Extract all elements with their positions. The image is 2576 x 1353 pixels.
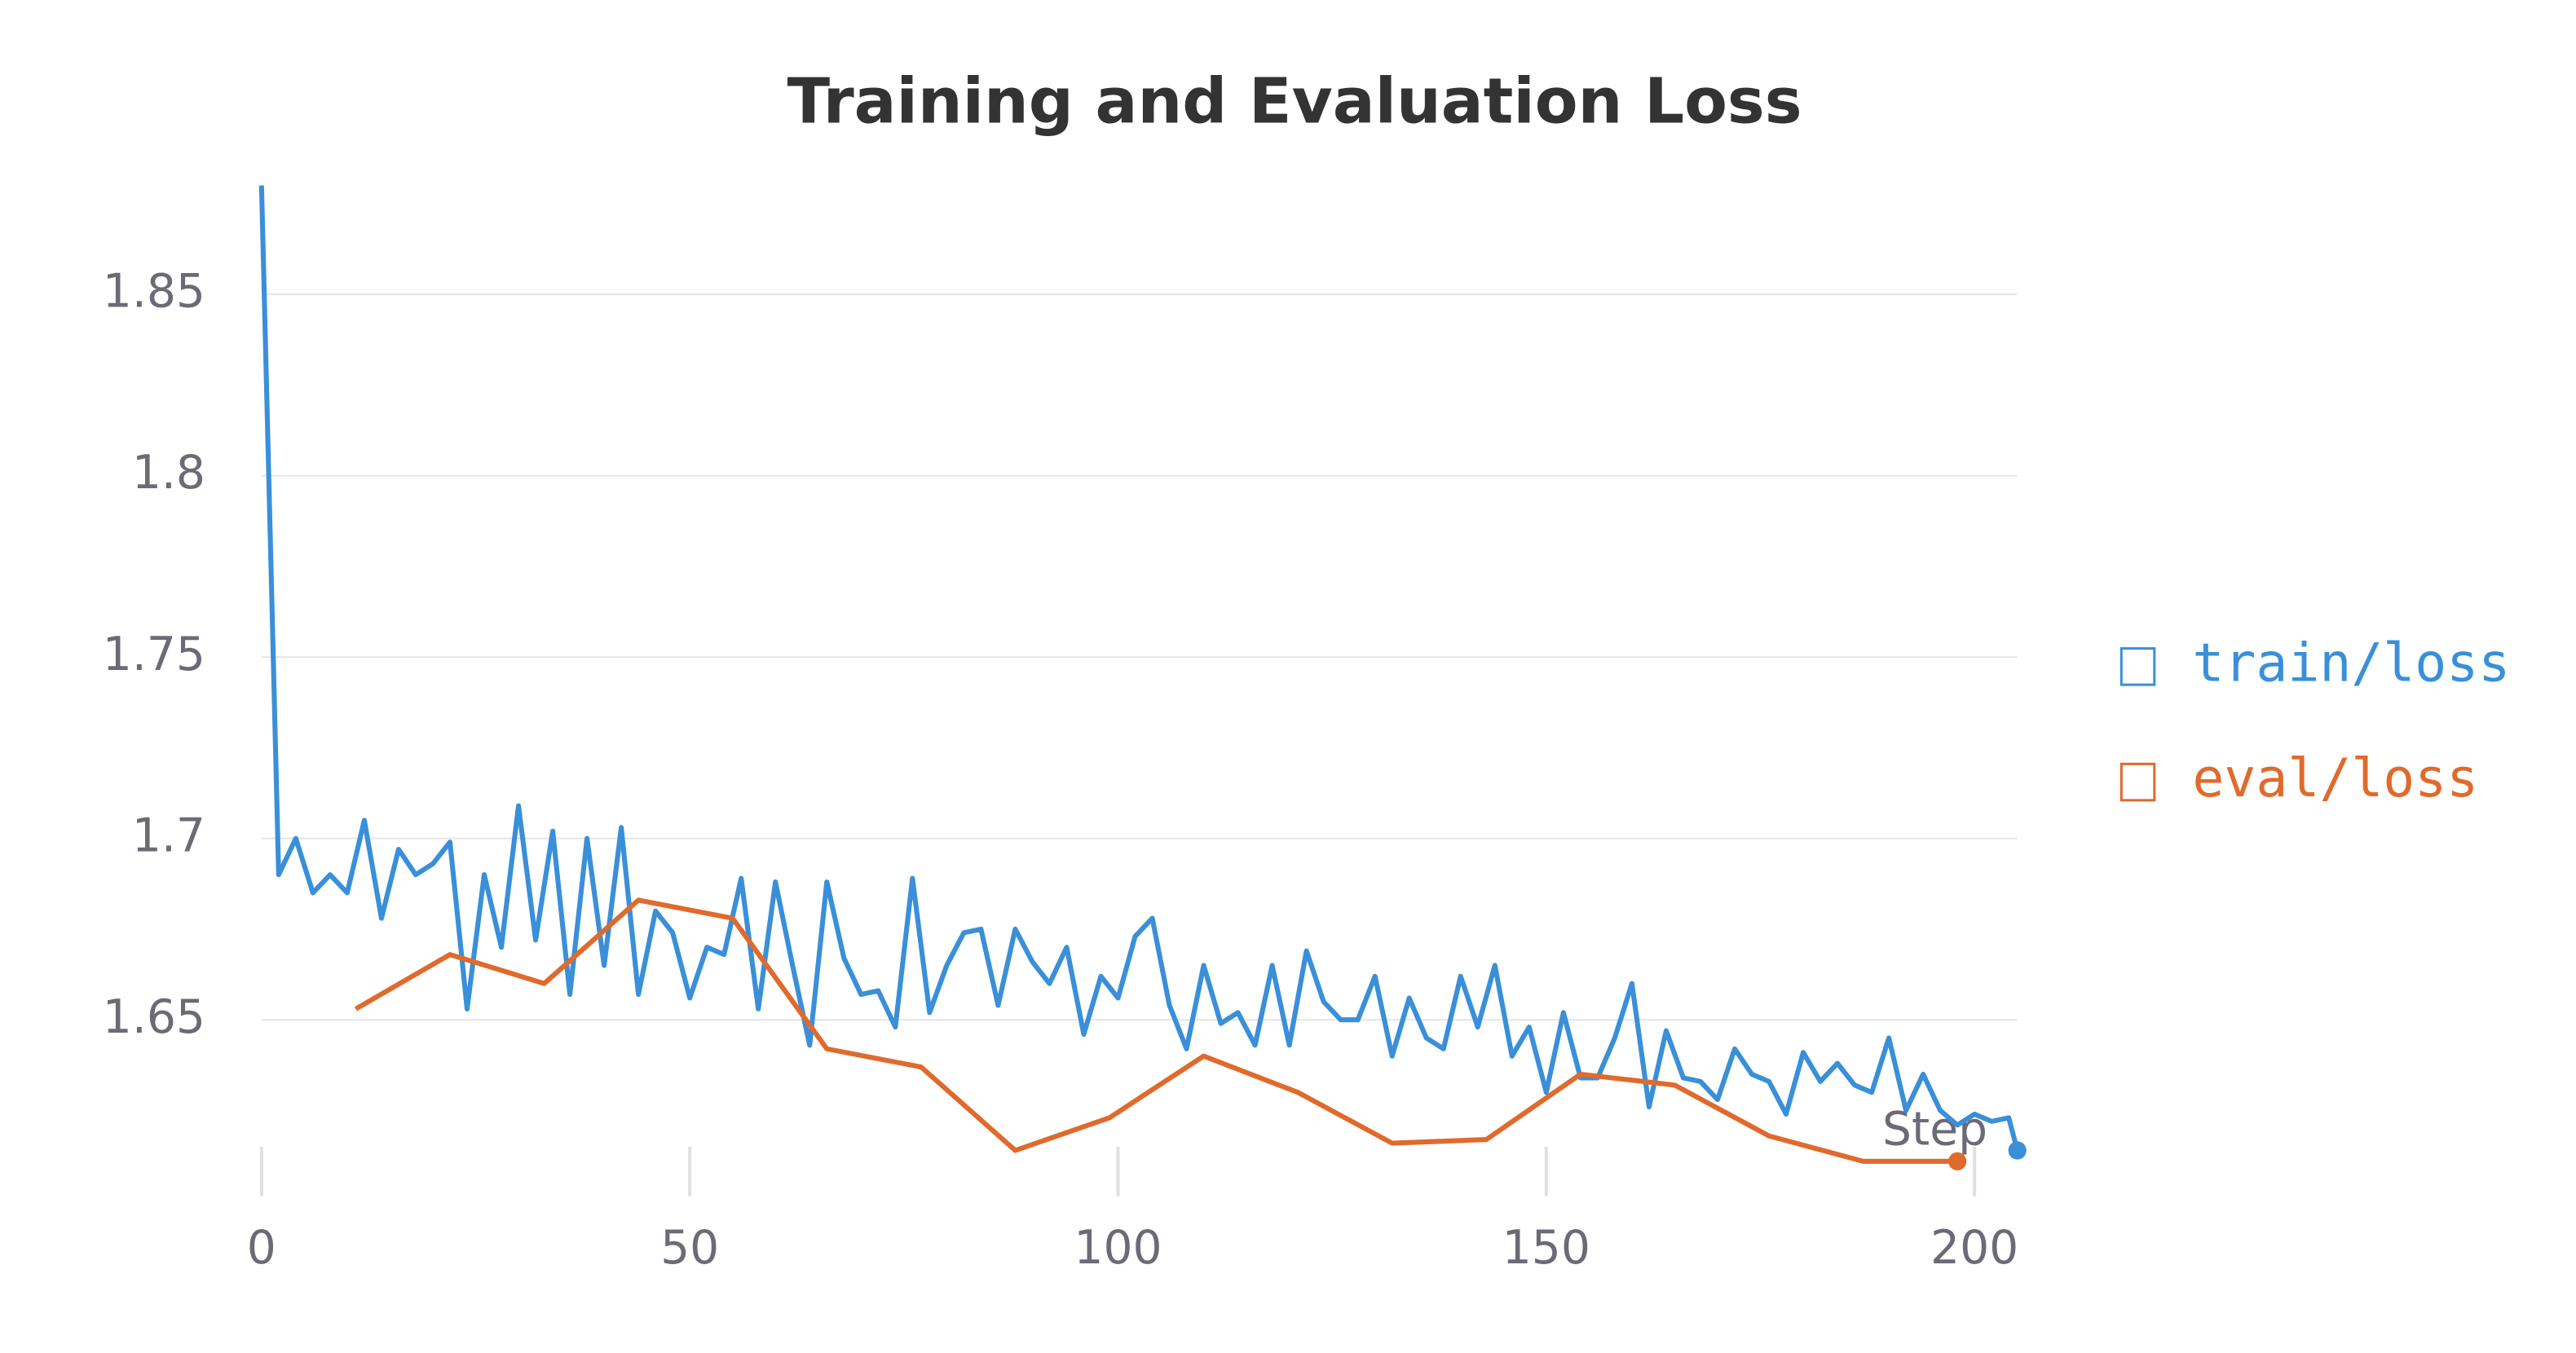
legend-swatch <box>2119 762 2156 802</box>
x-tick-label: 0 <box>247 1221 276 1275</box>
y-tick-label: 1.8 <box>132 446 205 500</box>
x-axis-label: Step <box>1882 1102 1987 1156</box>
y-tick-label: 1.75 <box>103 628 205 681</box>
series-line <box>258 185 2020 1152</box>
series-end-point <box>1947 1152 1967 1170</box>
x-tick-label: 100 <box>1074 1221 1162 1275</box>
chart-title: Training and Evaluation Loss <box>787 66 1802 139</box>
x-tick-label: 50 <box>660 1221 719 1275</box>
legend-swatch <box>2119 647 2156 686</box>
series-end-point <box>2008 1141 2027 1160</box>
legend-label: train/loss <box>2192 632 2510 694</box>
x-tick-label: 150 <box>1502 1221 1590 1275</box>
x-tick-label: 200 <box>1930 1221 2018 1275</box>
legend-label: eval/loss <box>2192 748 2478 809</box>
series-line <box>354 897 1958 1164</box>
y-tick-label: 1.7 <box>132 809 205 862</box>
y-tick-label: 1.85 <box>103 265 205 319</box>
y-tick-label: 1.65 <box>103 990 205 1044</box>
